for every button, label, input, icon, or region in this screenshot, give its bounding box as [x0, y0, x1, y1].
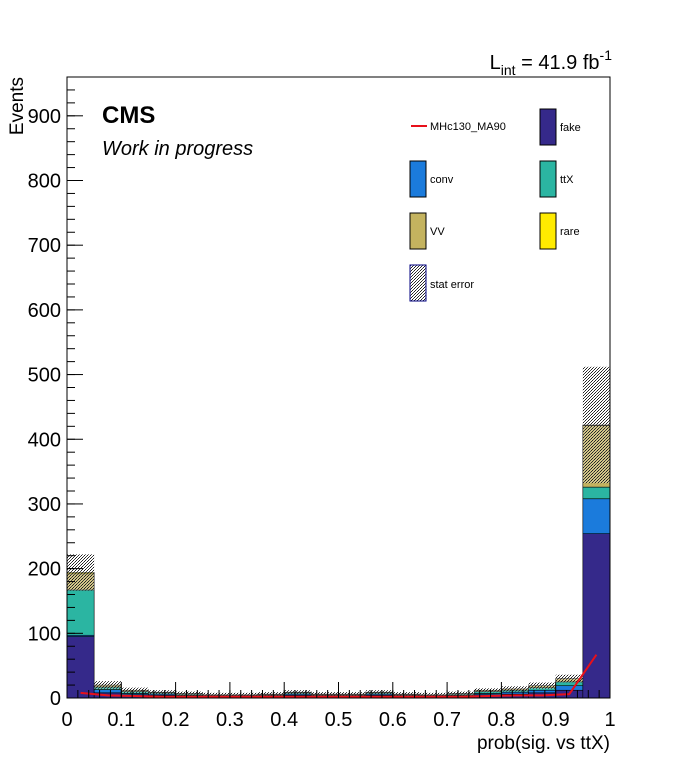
y-tick-label-8: 800	[28, 171, 61, 193]
stat-error-19	[582, 366, 610, 484]
y-tick-label-0: 0	[50, 688, 61, 710]
legend-swatch-ttx	[539, 160, 557, 198]
x-tick-label-9: 0.9	[542, 709, 570, 731]
x-tick-label-4: 0.4	[270, 709, 298, 731]
lumi-main: L	[490, 52, 501, 74]
lumi-sub: int	[501, 62, 516, 78]
legend-item-ttx: ttX	[539, 160, 574, 198]
stat-error-18	[555, 674, 583, 683]
bar-ttx-0	[66, 589, 95, 636]
x-tick-label-1: 0.1	[107, 709, 135, 731]
x-tick-label-10: 1	[604, 709, 615, 731]
x-tick-label-8: 0.8	[487, 709, 515, 731]
x-tick-label-5: 0.5	[325, 709, 353, 731]
y-axis: 0 100 200 300 400 500 600 700 800 900	[28, 76, 83, 710]
stat-error-15	[474, 688, 502, 693]
plot-frame	[66, 76, 611, 699]
work-in-progress-label: Work in progress	[102, 138, 253, 160]
stat-error-1	[94, 681, 122, 689]
legend-swatch-vv	[409, 212, 427, 250]
cms-label: CMS	[102, 102, 155, 129]
x-axis: 0 0.1 0.2 0.3 0.4 0.5 0.6 0.7 0.8 0.9 1	[61, 682, 616, 731]
legend-label-fake: fake	[560, 122, 581, 134]
y-tick-label-7: 700	[28, 235, 61, 257]
stat-error-9	[311, 692, 339, 697]
bars-layer	[66, 424, 611, 699]
legend-swatch-conv	[409, 160, 427, 198]
y-tick-label-5: 500	[28, 365, 61, 387]
lumi-sup: -1	[600, 47, 613, 63]
legend-label-conv: conv	[430, 174, 454, 186]
lumi-value: = 41.9 fb	[516, 52, 600, 74]
bar-ttx-19	[582, 486, 611, 500]
stat-error-5	[202, 692, 230, 697]
legend-swatch-fake	[539, 108, 557, 146]
luminosity-label: Lint = 41.9 fb-1	[490, 47, 613, 78]
legend-swatch-rare	[539, 212, 557, 250]
x-tick-label-0: 0	[61, 709, 72, 731]
stat-error-layer	[67, 366, 610, 697]
bar-conv-18	[555, 685, 584, 691]
y-tick-label-2: 200	[28, 559, 61, 581]
stat-error-11	[365, 690, 393, 695]
legend-item-conv: conv	[409, 160, 454, 198]
stat-error-16	[501, 686, 529, 692]
stat-error-10	[338, 692, 366, 697]
x-tick-label-6: 0.6	[379, 709, 407, 731]
bar-fake-19	[582, 533, 611, 699]
stat-error-4	[175, 691, 203, 696]
stat-error-0	[67, 554, 95, 591]
legend: MHc130_MA90 fake conv ttX VV rare stat e…	[409, 108, 581, 302]
legend-item-vv: VV	[409, 212, 445, 250]
x-tick-label-3: 0.3	[216, 709, 244, 731]
y-tick-label-1: 100	[28, 623, 61, 645]
bar-conv-19	[582, 498, 611, 534]
bar-conv-17	[528, 689, 556, 694]
y-tick-label-3: 300	[28, 494, 61, 516]
stat-error-7	[257, 692, 285, 697]
legend-item-signal: MHc130_MA90	[411, 121, 506, 133]
stat-error-6	[229, 692, 258, 697]
legend-item-fake: fake	[539, 108, 581, 146]
y-tick-label-9: 900	[28, 106, 61, 128]
stat-error-13	[419, 692, 448, 697]
legend-label-signal: MHc130_MA90	[430, 121, 506, 133]
y-axis-label: Events	[7, 77, 28, 135]
stat-error-8	[284, 690, 312, 695]
stat-error-17	[528, 682, 556, 689]
y-tick-label-4: 400	[28, 429, 61, 451]
y-tick-label-6: 600	[28, 300, 61, 322]
legend-swatch-stat-error	[409, 264, 427, 302]
stat-error-2	[121, 687, 149, 693]
x-tick-label-2: 0.2	[162, 709, 190, 731]
legend-item-rare: rare	[539, 212, 580, 250]
legend-label-stat-error: stat error	[430, 279, 474, 291]
stat-error-12	[392, 692, 420, 697]
x-tick-label-7: 0.7	[433, 709, 461, 731]
legend-label-vv: VV	[430, 226, 445, 238]
legend-label-rare: rare	[560, 226, 580, 238]
stat-error-14	[447, 691, 475, 696]
legend-item-stat-error: stat error	[409, 264, 474, 302]
bar-fake-0	[66, 636, 95, 699]
stat-error-3	[148, 690, 176, 695]
x-axis-label: prob(sig. vs ttX)	[477, 733, 610, 754]
legend-label-ttx: ttX	[560, 174, 574, 186]
bar-conv-1	[93, 689, 122, 694]
